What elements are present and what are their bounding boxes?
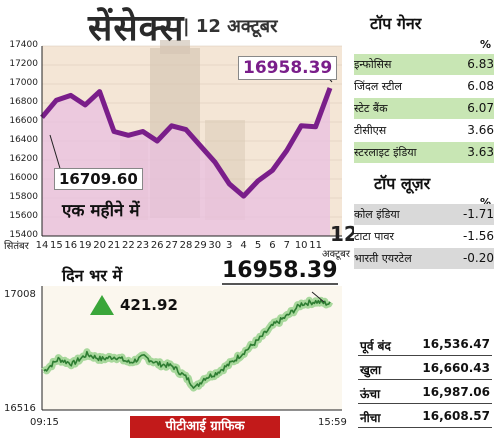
x-tick-label: 19 — [78, 240, 92, 251]
x-tick-label: 6 — [269, 240, 276, 251]
chart-date: | 12 अक्टूबर — [183, 16, 278, 37]
x-end-sub: अक्टूबर — [322, 249, 350, 260]
y-tick-label: 17400 — [9, 40, 38, 50]
x-tick-label: 26 — [150, 240, 164, 251]
gainer-name: स्टरलाइट इंडिया — [354, 146, 417, 159]
x-tick-label: 27 — [165, 240, 178, 251]
intraday-line — [43, 299, 331, 389]
gainer-row: स्टरलाइट इंडिया 3.63 — [354, 142, 494, 163]
loser-value: -1.56 — [462, 229, 494, 243]
gainer-row: इन्फोसिस 6.83 — [354, 54, 494, 75]
intraday-y-low: 16516 — [4, 403, 36, 414]
x-tick-label: 7 — [283, 240, 290, 251]
summary-value: 16,660.43 — [422, 361, 490, 375]
intraday-end: 15:59 — [318, 417, 347, 428]
chart-subtitle: एक महीने में — [62, 201, 140, 221]
x-month-label: सितंबर — [4, 241, 29, 252]
y-tick-label: 16000 — [9, 173, 38, 183]
chart-shaded-area — [42, 88, 330, 236]
low-annotation: 16709.60 — [54, 168, 143, 190]
loser-name: भारती एयरटेल — [354, 252, 412, 265]
x-tick-label: 20 — [93, 240, 106, 251]
y-tick-label: 17000 — [9, 78, 38, 88]
x-end-label: 12 — [330, 222, 358, 246]
summary-name: नीचा — [360, 411, 381, 425]
y-tick-label: 16800 — [9, 97, 38, 107]
x-tick-label: 4 — [240, 240, 247, 251]
x-tick-label: 30 — [208, 240, 222, 251]
y-tick-label: 15400 — [9, 230, 38, 240]
summary-value: 16,987.06 — [422, 385, 490, 399]
gainer-name: स्टेट बैंक — [354, 102, 388, 115]
summary-row: खुला 16,660.43 — [358, 358, 492, 380]
summary-name: ऊंचा — [360, 387, 381, 401]
footer-credit-text: पीटीआई ग्राफिक — [165, 419, 245, 434]
gainer-value: 3.66 — [467, 123, 494, 137]
gainer-name: इन्फोसिस — [354, 58, 392, 71]
sensex-line — [40, 87, 333, 199]
gainer-row: जिंदल स्टील 6.08 — [354, 76, 494, 97]
y-tick-label: 15800 — [9, 192, 38, 202]
loser-row: कोल इंडिया -1.71 — [354, 204, 494, 225]
intraday-title: दिन भर में — [62, 266, 123, 285]
x-tick-label: 5 — [254, 240, 262, 251]
loser-name: टाटा पावर — [354, 230, 394, 243]
y-tick-label: 16600 — [9, 116, 38, 126]
x-tick-label: 10 — [294, 240, 308, 251]
x-tick-label: 15 — [50, 240, 63, 251]
footer-credit: पीटीआई ग्राफिक — [130, 416, 280, 438]
loser-value: -1.71 — [462, 207, 494, 221]
intraday-change: 421.92 — [120, 296, 178, 314]
gainer-row: टीसीएस 3.66 — [354, 120, 494, 141]
summary-row: पूर्व बंद 16,536.47 — [358, 334, 492, 356]
gainer-value: 3.63 — [467, 145, 494, 159]
x-tick-label: 29 — [194, 240, 207, 251]
intraday-close: 16958.39 — [222, 258, 338, 285]
gainer-value: 6.83 — [467, 57, 494, 71]
y-tick-label: 16200 — [9, 154, 38, 164]
x-tick-label: 3 — [226, 240, 233, 251]
loser-row: टाटा पावर -1.56 — [354, 226, 494, 247]
summary-value: 16,608.57 — [422, 409, 490, 423]
loser-row: भारती एयरटेल -0.20 — [354, 248, 494, 269]
x-tick-label: 22 — [122, 240, 135, 251]
y-tick-label: 15600 — [9, 211, 38, 221]
losers-title: टॉप लूज़र — [374, 174, 431, 193]
gainer-value: 6.08 — [467, 79, 494, 93]
losers-unit: % — [480, 196, 492, 209]
gainer-name: जिंदल स्टील — [354, 80, 402, 93]
gainers-unit: % — [480, 38, 492, 51]
summary-name: खुला — [360, 363, 382, 377]
y-tick-label: 17200 — [9, 59, 38, 69]
close-pointer — [311, 291, 325, 303]
summary-row: नीचा 16,608.57 — [358, 406, 492, 428]
summary-name: पूर्व बंद — [360, 339, 391, 353]
gainer-value: 6.07 — [467, 101, 494, 115]
gainer-row: स्टेट बैंक 6.07 — [354, 98, 494, 119]
x-tick-label: 28 — [179, 240, 193, 251]
gainer-name: टीसीएस — [354, 124, 387, 137]
loser-name: कोल इंडिया — [354, 208, 400, 221]
x-tick-label: 14 — [35, 240, 49, 251]
loser-value: -0.20 — [462, 251, 494, 265]
gainers-title: टॉप गेनर — [370, 14, 422, 33]
up-arrow-icon — [90, 295, 114, 315]
high-annotation: 16958.39 — [238, 56, 338, 80]
x-tick-label: 16 — [64, 240, 78, 251]
chart-title: सेंसेक्स — [88, 8, 185, 49]
summary-value: 16,536.47 — [422, 337, 490, 351]
intraday-start: 09:15 — [30, 417, 59, 428]
intraday-y-high: 17008 — [4, 289, 36, 300]
x-tick-label: 23 — [136, 240, 150, 251]
x-tick-label: 11 — [309, 240, 322, 251]
x-tick-label: 21 — [107, 240, 121, 251]
summary-row: ऊंचा 16,987.06 — [358, 382, 492, 404]
y-tick-label: 16400 — [9, 135, 38, 145]
